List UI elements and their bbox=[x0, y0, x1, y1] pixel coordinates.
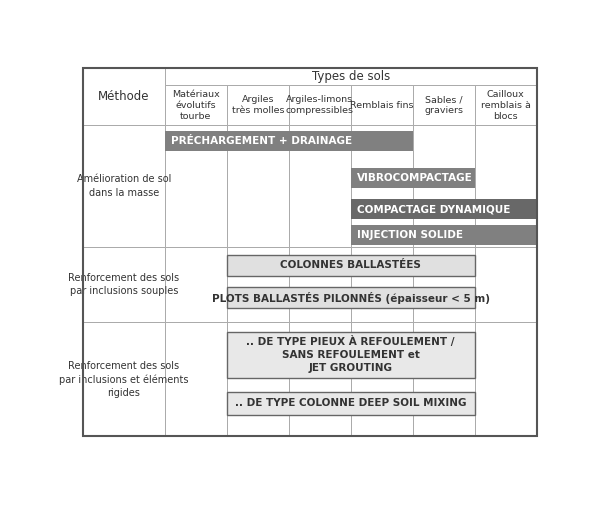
Bar bbox=[165, 125, 227, 247]
Bar bbox=[351, 125, 413, 247]
Bar bbox=[289, 247, 351, 322]
Text: COMPACTAGE DYNAMIQUE: COMPACTAGE DYNAMIQUE bbox=[357, 204, 511, 214]
Text: Cailloux
remblais à
blocs: Cailloux remblais à blocs bbox=[481, 89, 531, 121]
Bar bbox=[475, 247, 537, 322]
Text: PLOTS BALLASTÉS PILONNÉS (épaisseur < 5 m): PLOTS BALLASTÉS PILONNÉS (épaisseur < 5 … bbox=[212, 292, 490, 303]
Bar bbox=[413, 125, 475, 247]
Text: Argiles
très molles: Argiles très molles bbox=[232, 95, 284, 115]
Bar bbox=[83, 247, 165, 322]
Bar bbox=[83, 125, 165, 247]
Bar bbox=[351, 199, 537, 219]
Bar bbox=[83, 68, 165, 125]
Bar bbox=[351, 225, 537, 245]
Text: Amélioration de sol
dans la masse: Amélioration de sol dans la masse bbox=[77, 174, 171, 197]
Text: Types de sols: Types de sols bbox=[312, 70, 390, 83]
Text: VIBROCOMPACTAGE: VIBROCOMPACTAGE bbox=[357, 173, 473, 184]
Bar bbox=[83, 68, 537, 85]
Text: PRÉCHARGEMENT + DRAINAGE: PRÉCHARGEMENT + DRAINAGE bbox=[171, 136, 352, 146]
Text: Argiles-limons
compressibles: Argiles-limons compressibles bbox=[286, 95, 354, 115]
Text: Renforcement des sols
par inclusions souples: Renforcement des sols par inclusions sou… bbox=[68, 273, 180, 296]
Text: .. DE TYPE PIEUX À REFOULEMENT /
SANS REFOULEMENT et
JET GROUTING: .. DE TYPE PIEUX À REFOULEMENT / SANS RE… bbox=[246, 336, 455, 373]
Bar bbox=[289, 125, 351, 247]
Bar bbox=[227, 125, 289, 247]
Text: .. DE TYPE COLONNE DEEP SOIL MIXING: .. DE TYPE COLONNE DEEP SOIL MIXING bbox=[235, 398, 466, 408]
Bar bbox=[165, 131, 413, 151]
Bar bbox=[289, 85, 351, 125]
Bar bbox=[227, 254, 475, 276]
Text: COLONNES BALLASTÉES: COLONNES BALLASTÉES bbox=[280, 261, 421, 270]
Bar bbox=[165, 247, 227, 322]
Bar bbox=[227, 85, 289, 125]
Bar bbox=[351, 247, 413, 322]
Text: Sables /
graviers: Sables / graviers bbox=[424, 95, 463, 115]
Bar bbox=[413, 322, 475, 436]
Bar bbox=[475, 85, 537, 125]
Bar bbox=[165, 85, 227, 125]
Text: Méthode: Méthode bbox=[98, 90, 150, 103]
Bar bbox=[351, 169, 475, 188]
Bar bbox=[351, 322, 413, 436]
Bar bbox=[227, 322, 289, 436]
Bar bbox=[165, 322, 227, 436]
Bar bbox=[413, 247, 475, 322]
Bar bbox=[83, 322, 165, 436]
Bar bbox=[351, 85, 413, 125]
Bar bbox=[289, 322, 351, 436]
Bar bbox=[475, 125, 537, 247]
Bar bbox=[227, 247, 289, 322]
Bar bbox=[227, 331, 475, 378]
Bar bbox=[227, 287, 475, 309]
Text: Remblais fins: Remblais fins bbox=[350, 101, 413, 110]
Text: Matériaux
évolutifs
tourbe: Matériaux évolutifs tourbe bbox=[172, 89, 220, 121]
Bar bbox=[475, 322, 537, 436]
Text: Renforcement des sols
par inclusions et éléments
rigides: Renforcement des sols par inclusions et … bbox=[59, 361, 189, 398]
Bar bbox=[413, 85, 475, 125]
Bar bbox=[227, 391, 475, 415]
Text: INJECTION SOLIDE: INJECTION SOLIDE bbox=[357, 230, 463, 240]
